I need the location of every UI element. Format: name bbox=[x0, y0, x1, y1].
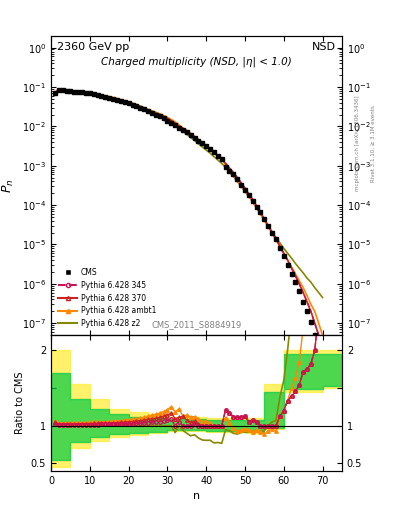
Text: 2360 GeV pp: 2360 GeV pp bbox=[57, 42, 129, 52]
Y-axis label: $P_n$: $P_n$ bbox=[1, 178, 17, 193]
CMS bbox=[92, 91, 96, 97]
CMS bbox=[53, 90, 57, 96]
Line: CMS: CMS bbox=[53, 88, 325, 369]
CMS bbox=[281, 253, 286, 260]
CMS bbox=[320, 364, 325, 370]
Legend: CMS, Pythia 6.428 345, Pythia 6.428 370, Pythia 6.428 ambt1, Pythia 6.428 z2: CMS, Pythia 6.428 345, Pythia 6.428 370,… bbox=[55, 265, 159, 331]
X-axis label: n: n bbox=[193, 492, 200, 501]
CMS bbox=[119, 98, 123, 104]
Y-axis label: Ratio to CMS: Ratio to CMS bbox=[15, 372, 25, 434]
Text: mcplots.cern.ch [arXiv:1306.3436]: mcplots.cern.ch [arXiv:1306.3436] bbox=[355, 96, 360, 191]
Text: CMS_2011_S8884919: CMS_2011_S8884919 bbox=[151, 320, 242, 329]
Text: Charged multiplicity (NSD, |η| < 1.0): Charged multiplicity (NSD, |η| < 1.0) bbox=[101, 57, 292, 67]
CMS bbox=[204, 143, 209, 150]
Text: Rivet 3.1.10, ≥ 3.1M events: Rivet 3.1.10, ≥ 3.1M events bbox=[371, 105, 376, 182]
CMS bbox=[285, 262, 290, 268]
CMS bbox=[138, 104, 143, 111]
CMS bbox=[57, 87, 61, 93]
Text: NSD: NSD bbox=[312, 42, 336, 52]
